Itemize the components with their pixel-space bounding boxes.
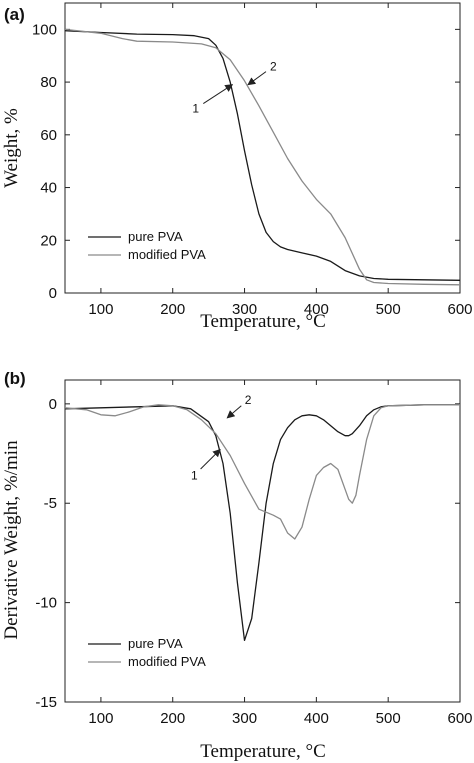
- legend-a-label-modified-pva: modified PVA: [128, 247, 206, 262]
- panel-b-x-tick-label: 300: [232, 710, 257, 727]
- panel-b-y-axis-title: Derivative Weight, %/min: [1, 440, 22, 640]
- panel-a-x-tick-label: 600: [447, 301, 472, 318]
- panel-a-x-axis: 100 200 300 400 500 600: [88, 3, 473, 318]
- panel-a-annotation-label-2: 2: [270, 59, 277, 73]
- panel-b-legend: pure PVA modified PVA: [88, 636, 206, 669]
- panel-b-y-axis: 0 -5 -10 -15: [35, 396, 460, 711]
- panel-a-y-axis: 0 20 40 60 80 100: [32, 21, 460, 302]
- panel-b-x-tick-label: 400: [304, 710, 329, 727]
- panel-a-label: (a): [4, 5, 25, 24]
- panel-b-y-tick-label: -5: [44, 495, 57, 512]
- panel-b-annotation-label-2: 2: [245, 393, 252, 407]
- panel-b-x-tick-label: 200: [160, 710, 185, 727]
- panel-b-annotation-arrow-1: [200, 448, 221, 470]
- panel-b-x-tick-label: 100: [88, 710, 113, 727]
- panel-b-derivative-chart: (b) 100 200 300 400 500 600 0-5-10-15 12 Temp…: [1, 369, 473, 762]
- panel-b-series-group: [64, 404, 460, 642]
- panel-a-x-axis-title: Temperature, °C: [200, 311, 326, 332]
- panel-b-x-axis: 100 200 300 400 500 600: [88, 380, 473, 727]
- panel-a-x-tick-label: 100: [88, 301, 113, 318]
- panel-b-label: (b): [4, 369, 26, 388]
- panel-a-annotation-label-1: 1: [192, 102, 199, 116]
- panel-b-annotations: 12: [191, 393, 252, 483]
- legend-b-label-modified-pva: modified PVA: [128, 654, 206, 669]
- panel-a-plot-frame: [64, 2, 461, 294]
- panel-b-annotation-label-1: 1: [191, 468, 198, 482]
- panel-a-y-tick-label: 80: [40, 74, 57, 91]
- panel-a-series-line-pure-pva: [64, 30, 461, 281]
- panel-b-x-tick-label: 500: [376, 710, 401, 727]
- panel-b-x-axis-title: Temperature, °C: [200, 741, 326, 762]
- panel-a-annotation-arrow-2: [247, 71, 267, 86]
- panel-a-y-tick-label: 100: [32, 21, 57, 38]
- panel-b-x-tick-label: 600: [447, 710, 472, 727]
- panel-b-y-tick-label: -15: [35, 694, 57, 711]
- panel-a-x-tick-label: 300: [232, 301, 257, 318]
- panel-a-annotation-arrow-1: [203, 84, 234, 105]
- legend-b-label-pure-pva: pure PVA: [128, 636, 183, 651]
- panel-a-series-line-modified-pva: [64, 28, 461, 286]
- panel-b-y-tick-label: -10: [35, 595, 57, 612]
- panel-b-annotation-arrow-2: [226, 405, 242, 419]
- panel-a-legend: pure PVA modified PVA: [88, 229, 206, 262]
- panel-b-series-line-modified-pva: [64, 404, 460, 540]
- panel-a-y-tick-label: 40: [40, 180, 57, 197]
- panel-a-y-tick-label: 60: [40, 127, 57, 144]
- legend-a-label-pure-pva: pure PVA: [128, 229, 183, 244]
- panel-b-y-tick-label: 0: [49, 396, 57, 413]
- panel-b-series-line-pure-pva: [64, 404, 460, 642]
- panel-a-y-tick-label: 20: [40, 232, 57, 249]
- panel-a-y-axis-title: Weight, %: [1, 108, 22, 188]
- panel-a-x-tick-label: 200: [160, 301, 185, 318]
- panel-b-plot-frame: [64, 379, 461, 703]
- panel-a-x-tick-label: 400: [304, 301, 329, 318]
- panel-a-annotations: 12: [192, 59, 277, 115]
- panel-a-y-tick-label: 0: [49, 285, 57, 302]
- panel-a-series-group: [64, 28, 461, 286]
- panel-a-x-tick-label: 500: [376, 301, 401, 318]
